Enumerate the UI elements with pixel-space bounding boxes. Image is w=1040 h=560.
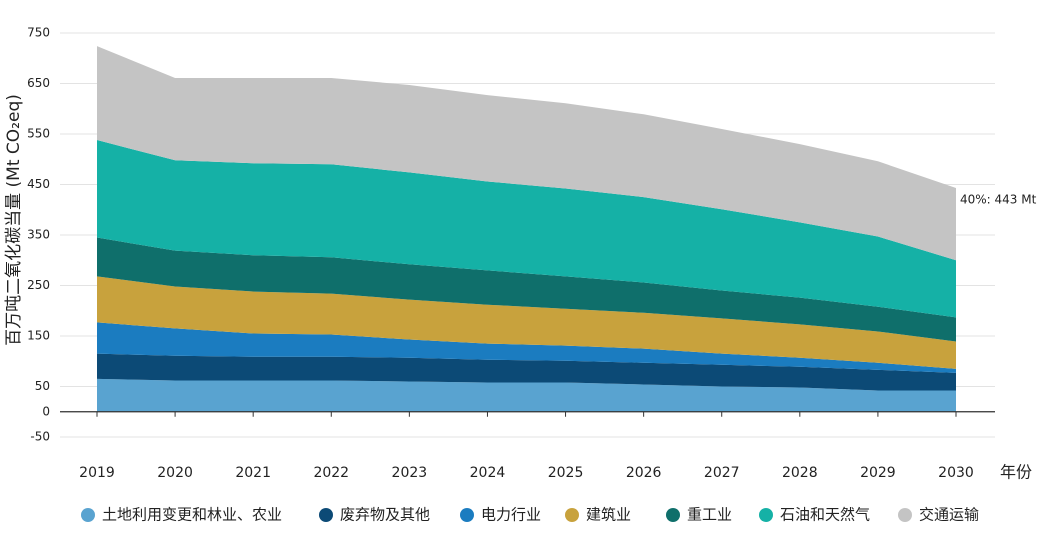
legend-label: 石油和天然气 <box>780 506 870 524</box>
x-tick-label: 2029 <box>860 465 896 481</box>
legend-label: 交通运输 <box>919 506 979 524</box>
y-tick-label: 450 <box>27 177 50 191</box>
legend-label: 重工业 <box>687 506 732 524</box>
y-tick-label: 650 <box>27 76 50 90</box>
y-tick-label: 50 <box>35 379 50 393</box>
area <box>97 378 956 412</box>
legend-marker <box>81 508 95 522</box>
x-tick-label: 2020 <box>157 465 193 481</box>
legend-marker <box>319 508 333 522</box>
x-tick-label: 2027 <box>704 465 740 481</box>
x-tick-label: 2021 <box>235 465 271 481</box>
x-tick-label: 2025 <box>548 465 584 481</box>
legend-marker <box>759 508 773 522</box>
annotation: 40%: 443 Mt <box>960 193 1037 207</box>
area <box>97 46 956 261</box>
area <box>97 353 956 391</box>
y-tick-label: 350 <box>27 228 50 242</box>
area <box>97 237 956 342</box>
y-tick-label: 750 <box>27 26 50 40</box>
y-axis-label: 百万吨二氧化碳当量 (Mt CO₂eq) <box>4 94 24 346</box>
y-tick-label: 0 <box>42 404 50 418</box>
legend-label: 建筑业 <box>586 506 631 524</box>
y-tick-label: 150 <box>27 329 50 343</box>
x-tick-label: 2019 <box>79 465 115 481</box>
y-tick-label: 550 <box>27 127 50 141</box>
area <box>97 276 956 369</box>
legend-marker <box>666 508 680 522</box>
area <box>97 140 956 318</box>
legend-label: 土地利用变更和林业、农业 <box>102 506 282 524</box>
legend-label: 废弃物及其他 <box>340 506 430 524</box>
x-tick-label: 2024 <box>470 465 506 481</box>
x-tick-label: 2023 <box>392 465 428 481</box>
legend-marker <box>460 508 474 522</box>
x-tick-label: 2026 <box>626 465 662 481</box>
x-tick-label: 2022 <box>313 465 349 481</box>
x-tick-label: 2028 <box>782 465 818 481</box>
area <box>97 322 956 373</box>
legend-marker <box>898 508 912 522</box>
legend-label: 电力行业 <box>481 506 541 524</box>
x-axis-label: 年份 <box>1000 463 1032 482</box>
legend-marker <box>565 508 579 522</box>
y-tick-label: 250 <box>27 278 50 292</box>
x-tick-label: 2030 <box>938 465 974 481</box>
y-tick-label: -50 <box>30 430 50 444</box>
